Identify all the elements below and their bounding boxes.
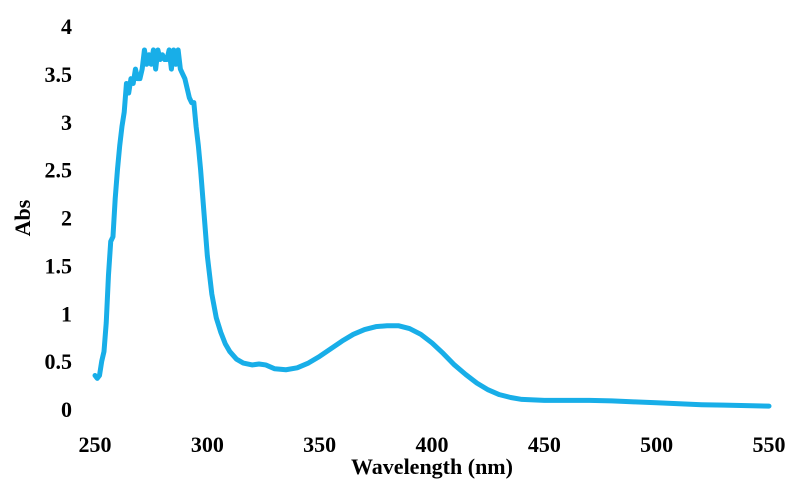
y-tick-label: 0 bbox=[61, 397, 72, 422]
x-axis-title: Wavelength (nm) bbox=[351, 454, 513, 479]
x-tick-label: 400 bbox=[416, 432, 449, 457]
x-tick-label: 300 bbox=[191, 432, 224, 457]
x-tick-label: 550 bbox=[753, 432, 786, 457]
x-tick-label: 450 bbox=[528, 432, 561, 457]
y-axis-title: Abs bbox=[10, 199, 35, 236]
y-tick-label: 2.5 bbox=[45, 158, 73, 183]
y-tick-label: 4 bbox=[61, 14, 72, 39]
y-tick-label: 1 bbox=[61, 301, 72, 326]
y-tick-label: 3.5 bbox=[45, 62, 73, 87]
spectrum-line bbox=[92, 47, 772, 409]
x-tick-label: 500 bbox=[640, 432, 673, 457]
y-tick-label: 3 bbox=[61, 110, 72, 135]
y-tick-label: 2 bbox=[61, 206, 72, 231]
y-tick-label: 0.5 bbox=[45, 349, 73, 374]
y-tick-label: 1.5 bbox=[45, 253, 73, 278]
x-tick-label: 350 bbox=[303, 432, 336, 457]
x-tick-label: 250 bbox=[79, 432, 112, 457]
